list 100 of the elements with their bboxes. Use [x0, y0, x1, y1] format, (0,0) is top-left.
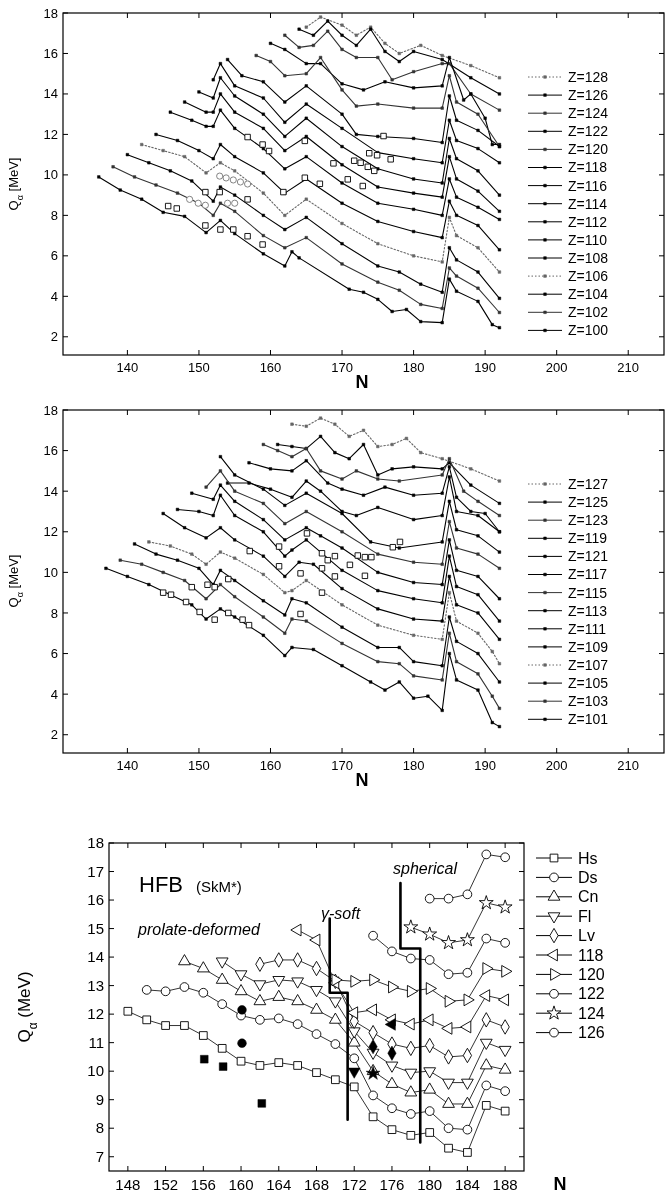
- x-tick-label: 140: [116, 758, 139, 773]
- y-tick-label: 10: [87, 1062, 104, 1080]
- y-tick-label: 8: [50, 605, 58, 621]
- y-tick-label: 9: [95, 1090, 104, 1108]
- x-tick-label: 170: [331, 360, 353, 375]
- legend-label: Z=109: [568, 638, 609, 655]
- legend-label: Z=121: [568, 548, 609, 565]
- x-tick-label: 180: [417, 1176, 443, 1193]
- y-tick-label: 12: [43, 126, 58, 142]
- legend-label: Z=128: [568, 68, 609, 85]
- legend-label: Z=113: [568, 602, 608, 619]
- legend-label: Z=122: [568, 123, 609, 140]
- y-tick-label: 18: [43, 5, 58, 21]
- x-tick-label: 180: [402, 360, 425, 375]
- x-tick-label: 200: [545, 360, 568, 375]
- x-tick-label: 190: [474, 758, 496, 773]
- x-tick-label: 156: [190, 1176, 216, 1193]
- x-tick-label: 176: [379, 1176, 405, 1193]
- y-tick-label: 15: [87, 919, 104, 937]
- legend-label: 122: [578, 985, 605, 1003]
- legend-label: Cn: [578, 888, 599, 906]
- legend-label: Z=104: [568, 286, 609, 303]
- legend-label: Z=102: [568, 304, 609, 321]
- x-tick-label: 172: [341, 1176, 367, 1193]
- y-tick-label: 7: [95, 1147, 104, 1165]
- x-axis-title: N: [355, 372, 369, 392]
- x-tick-label: 152: [153, 1176, 179, 1193]
- legend-label: Z=106: [568, 268, 609, 284]
- legend-label: Hs: [578, 849, 598, 867]
- legend-label: Ds: [578, 869, 598, 886]
- legend-label: 120: [578, 966, 605, 983]
- x-axis-title: N: [355, 770, 369, 790]
- y-tick-label: 12: [87, 1005, 104, 1023]
- y-tick-label: 6: [50, 646, 58, 662]
- legend-label: Z=110: [568, 231, 608, 248]
- x-tick-label: 164: [266, 1176, 292, 1193]
- y-tick-label: 10: [43, 167, 58, 183]
- y-tick-label: 18: [87, 834, 104, 852]
- legend-label: Z=116: [568, 177, 608, 194]
- legend-label: Z=123: [568, 512, 609, 529]
- legend-label: Fl: [578, 907, 592, 925]
- x-tick-label: 180: [402, 758, 425, 773]
- legend-label: Z=112: [568, 213, 608, 230]
- legend-label: Z=111: [568, 620, 607, 637]
- legend-label: Z=118: [568, 159, 608, 176]
- x-tick-label: 210: [617, 758, 640, 773]
- legend-label: Z=119: [568, 530, 608, 547]
- legend-label: Z=125: [568, 494, 609, 510]
- legend-label: Z=107: [568, 656, 609, 673]
- y-tick-label: 17: [87, 862, 104, 880]
- annotation: HFB: [139, 872, 183, 897]
- legend-label: Z=127: [568, 475, 609, 492]
- legend-label: Z=108: [568, 249, 609, 266]
- legend-label: Z=117: [568, 566, 608, 583]
- y-tick-label: 2: [50, 329, 58, 345]
- x-tick-label: 160: [228, 1176, 254, 1193]
- y-tick-label: 4: [50, 288, 58, 304]
- x-tick-label: 200: [545, 758, 568, 773]
- x-tick-label: 184: [454, 1176, 480, 1193]
- y-tick-label: 14: [87, 948, 104, 966]
- x-tick-label: 150: [188, 360, 210, 375]
- y-tick-label: 8: [95, 1119, 104, 1137]
- legend-label: Z=114: [568, 195, 608, 212]
- x-tick-label: 168: [303, 1176, 330, 1193]
- y-tick-label: 11: [88, 1033, 104, 1051]
- y-tick-label: 8: [50, 207, 58, 223]
- legend-label: 126: [578, 1024, 605, 1042]
- y-tick-label: 16: [43, 46, 58, 62]
- y-tick-label: 4: [50, 686, 58, 702]
- y-tick-label: 10: [43, 564, 58, 580]
- x-tick-label: 170: [331, 758, 353, 773]
- annotation: prolate-deformed: [137, 921, 261, 938]
- legend-label: Z=101: [568, 711, 609, 728]
- annotation: (SkM*): [196, 878, 242, 895]
- y-tick-label: 14: [43, 483, 58, 499]
- y-tick-label: 16: [87, 891, 104, 909]
- x-tick-label: 188: [492, 1176, 518, 1193]
- x-tick-label: 150: [188, 758, 210, 773]
- legend-label: 118: [578, 946, 604, 964]
- x-axis-title: N: [553, 1174, 567, 1194]
- legend-label: Z=120: [568, 141, 609, 158]
- y-tick-label: 16: [43, 443, 58, 459]
- x-tick-label: 140: [116, 360, 139, 375]
- legend-label: Z=105: [568, 675, 609, 691]
- y-tick-label: 13: [87, 976, 104, 994]
- y-tick-label: 18: [43, 402, 58, 418]
- y-tick-label: 6: [50, 248, 58, 264]
- x-tick-label: 160: [259, 360, 282, 375]
- annotation: spherical: [393, 860, 458, 877]
- x-tick-label: 190: [474, 360, 496, 375]
- x-tick-label: 160: [259, 758, 282, 773]
- legend-label: Z=124: [568, 105, 609, 122]
- legend-label: Z=115: [568, 584, 608, 601]
- x-tick-label: 148: [115, 1176, 141, 1193]
- legend-label: Lv: [578, 927, 595, 945]
- x-tick-label: 210: [617, 360, 640, 375]
- y-tick-label: 14: [43, 86, 58, 102]
- legend-label: Z=126: [568, 87, 609, 103]
- legend-label: Z=100: [568, 322, 609, 339]
- y-tick-label: 2: [50, 727, 58, 743]
